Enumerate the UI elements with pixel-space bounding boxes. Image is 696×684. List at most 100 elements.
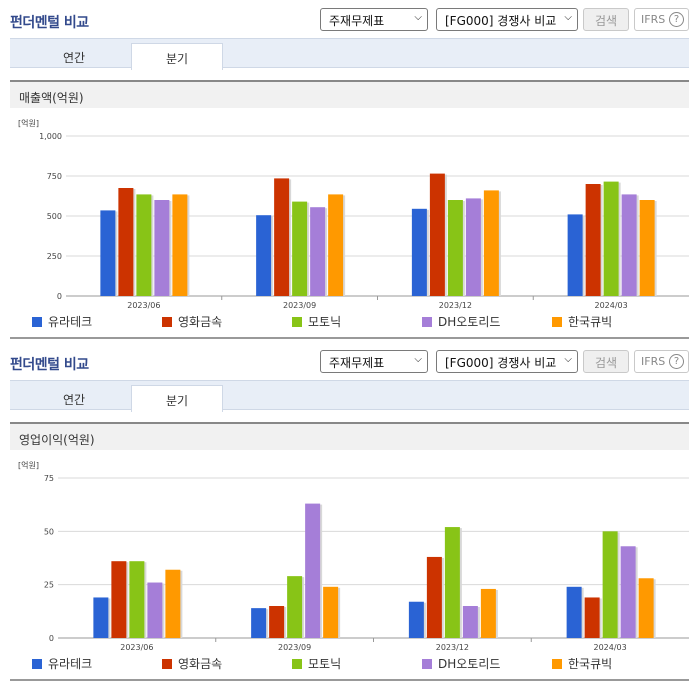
- bar[interactable]: [305, 503, 321, 638]
- search-button[interactable]: 검색: [583, 8, 629, 31]
- bar[interactable]: [165, 569, 181, 638]
- y-tick-label: 500: [47, 212, 62, 221]
- legend-swatch: [292, 659, 302, 669]
- bar[interactable]: [621, 194, 637, 296]
- bar[interactable]: [287, 576, 303, 638]
- panel-header: 펀더멘털 비교 주재무제표 ⌵ [FG000] 경쟁사 비교 ⌵ 검색 IFRS…: [0, 0, 696, 38]
- bar[interactable]: [323, 586, 339, 638]
- tab-quarterly[interactable]: 분기: [131, 385, 223, 412]
- period-tab-bar: 연간 분기: [10, 380, 689, 412]
- operating-profit-panel: 펀더멘털 비교 주재무제표 ⌵ [FG000] 경쟁사 비교 ⌵ 검색 IFRS…: [0, 342, 696, 684]
- legend-swatch: [32, 317, 42, 327]
- legend-swatch: [162, 659, 172, 669]
- bar[interactable]: [444, 527, 460, 638]
- bar[interactable]: [328, 194, 344, 296]
- bar[interactable]: [118, 188, 134, 296]
- group-select-value: [FG000] 경쟁사 비교: [445, 14, 557, 28]
- bar[interactable]: [465, 198, 481, 296]
- bar[interactable]: [620, 546, 636, 638]
- legend-swatch: [422, 659, 432, 669]
- ifrs-button[interactable]: IFRS ?: [634, 350, 689, 373]
- y-tick-label: 750: [47, 172, 62, 181]
- tab-quarterly[interactable]: 분기: [131, 43, 223, 70]
- chevron-down-icon: ⌵: [564, 354, 572, 365]
- legend-label: 모토닉: [308, 657, 341, 671]
- bar[interactable]: [426, 556, 442, 638]
- ifrs-label: IFRS: [641, 355, 666, 368]
- bar[interactable]: [567, 214, 583, 296]
- bar[interactable]: [136, 194, 152, 296]
- bar[interactable]: [603, 181, 619, 296]
- group-select[interactable]: [FG000] 경쟁사 비교 ⌵: [436, 8, 578, 31]
- bar[interactable]: [111, 561, 127, 638]
- x-tick-label: 2023/06: [120, 643, 153, 652]
- bar[interactable]: [172, 194, 188, 296]
- bar[interactable]: [566, 586, 582, 638]
- y-tick-label: 25: [44, 581, 54, 590]
- y-tick-label: 50: [44, 527, 54, 536]
- operating-profit-bar-chart: [억원] 0 25 50 75 2023/06 2023/09 2023/12 2024/03 유…: [18, 460, 689, 671]
- bar[interactable]: [483, 190, 499, 296]
- bar[interactable]: [274, 178, 290, 296]
- y-tick-label: 0: [49, 634, 54, 643]
- bar[interactable]: [480, 588, 496, 638]
- group-select-value: [FG000] 경쟁사 비교: [445, 356, 557, 370]
- y-unit-label: [억원]: [18, 118, 39, 128]
- bar[interactable]: [447, 200, 463, 296]
- x-tick-label: 2023/09: [283, 301, 316, 310]
- bar[interactable]: [310, 207, 326, 296]
- legend-label: 유라테크: [48, 657, 92, 671]
- y-tick-label: 250: [47, 252, 62, 261]
- group-select[interactable]: [FG000] 경쟁사 비교 ⌵: [436, 350, 578, 373]
- legend-label: DH오토리드: [438, 657, 500, 671]
- bar[interactable]: [429, 173, 445, 296]
- legend-label: 한국큐빅: [568, 657, 612, 671]
- bar[interactable]: [256, 215, 272, 296]
- bar[interactable]: [93, 597, 109, 638]
- x-tick-label: 2023/09: [278, 643, 311, 652]
- legend-label: 한국큐빅: [568, 315, 612, 329]
- bar[interactable]: [100, 210, 116, 296]
- bar[interactable]: [154, 200, 170, 296]
- bar[interactable]: [462, 606, 478, 638]
- bar[interactable]: [638, 578, 654, 638]
- legend-label: 영화금속: [178, 315, 222, 329]
- bar[interactable]: [639, 200, 655, 296]
- legend-swatch: [162, 317, 172, 327]
- legend-swatch: [552, 659, 562, 669]
- divider: [10, 679, 689, 681]
- legend-swatch: [32, 659, 42, 669]
- ifrs-button[interactable]: IFRS ?: [634, 8, 689, 31]
- x-tick-label: 2024/03: [595, 301, 628, 310]
- bar[interactable]: [408, 601, 424, 638]
- legend-swatch: [422, 317, 432, 327]
- help-circle-icon: ?: [669, 354, 684, 369]
- panel-title: 펀더멘털 비교: [10, 15, 89, 31]
- search-button[interactable]: 검색: [583, 350, 629, 373]
- bar[interactable]: [269, 606, 285, 638]
- x-tick-label: 2023/06: [127, 301, 160, 310]
- panel-header: 펀더멘털 비교 주재무제표 ⌵ [FG000] 경쟁사 비교 ⌵ 검색 IFRS…: [0, 342, 696, 380]
- bar[interactable]: [584, 597, 600, 638]
- chevron-down-icon: ⌵: [414, 354, 422, 365]
- sales-comparison-panel: 펀더멘털 비교 주재무제표 ⌵ [FG000] 경쟁사 비교 ⌵ 검색 IFRS…: [0, 0, 696, 339]
- bar[interactable]: [411, 208, 427, 296]
- bar[interactable]: [147, 582, 163, 638]
- statement-select[interactable]: 주재무제표 ⌵: [320, 350, 428, 373]
- legend-label: 영화금속: [178, 657, 222, 671]
- legend-swatch: [292, 317, 302, 327]
- tab-annual[interactable]: 연간: [62, 393, 86, 407]
- bar[interactable]: [251, 608, 267, 638]
- statement-select-value: 주재무제표: [329, 356, 385, 370]
- metric-header: 영업이익(억원): [10, 422, 689, 450]
- tab-annual[interactable]: 연간: [62, 51, 86, 65]
- y-unit-label: [억원]: [18, 460, 39, 470]
- legend-swatch: [552, 317, 562, 327]
- y-tick-label: 1,000: [39, 132, 62, 141]
- bar[interactable]: [602, 531, 618, 638]
- x-tick-label: 2023/12: [439, 301, 472, 310]
- bar[interactable]: [292, 201, 308, 296]
- bar[interactable]: [585, 184, 601, 296]
- statement-select[interactable]: 주재무제표 ⌵: [320, 8, 428, 31]
- bar[interactable]: [129, 561, 145, 638]
